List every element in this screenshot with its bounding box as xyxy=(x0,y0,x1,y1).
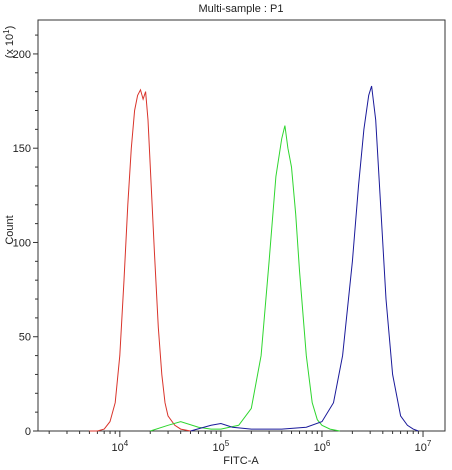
chart-title: Multi-sample : P1 xyxy=(199,3,284,15)
y-tick-label: 150 xyxy=(13,143,31,155)
x-tick-base: 10 xyxy=(111,442,123,454)
x-tick-label: 106 xyxy=(314,439,331,454)
x-tick-base: 10 xyxy=(314,442,326,454)
x-tick-base: 10 xyxy=(415,442,427,454)
y-tick-label: 200 xyxy=(13,49,31,61)
series-line xyxy=(89,88,191,432)
plot-frame xyxy=(37,19,446,432)
y-tick-label: 0 xyxy=(25,426,31,438)
series-line xyxy=(190,85,419,432)
x-tick-exponent: 6 xyxy=(326,439,331,448)
y-tick-label: 100 xyxy=(13,237,31,249)
x-tick-base: 10 xyxy=(213,442,225,454)
y-tick-label: 50 xyxy=(19,332,31,344)
x-tick-exponent: 7 xyxy=(427,439,432,448)
x-tick-label: 107 xyxy=(415,439,432,454)
y-axis-label: Count xyxy=(4,215,16,244)
series-line xyxy=(150,125,340,432)
x-tick-exponent: 4 xyxy=(124,439,129,448)
x-tick-label: 105 xyxy=(213,439,230,454)
x-axis-label: FITC-A xyxy=(223,455,259,467)
x-tick-label: 104 xyxy=(111,439,128,454)
y-multiplier: (x 101) xyxy=(2,26,16,59)
y-multiplier-exponent: 1 xyxy=(2,29,11,34)
y-multiplier-prefix: (x 10 xyxy=(4,34,16,58)
x-tick-exponent: 5 xyxy=(225,439,230,448)
y-multiplier-suffix: ) xyxy=(4,26,16,30)
